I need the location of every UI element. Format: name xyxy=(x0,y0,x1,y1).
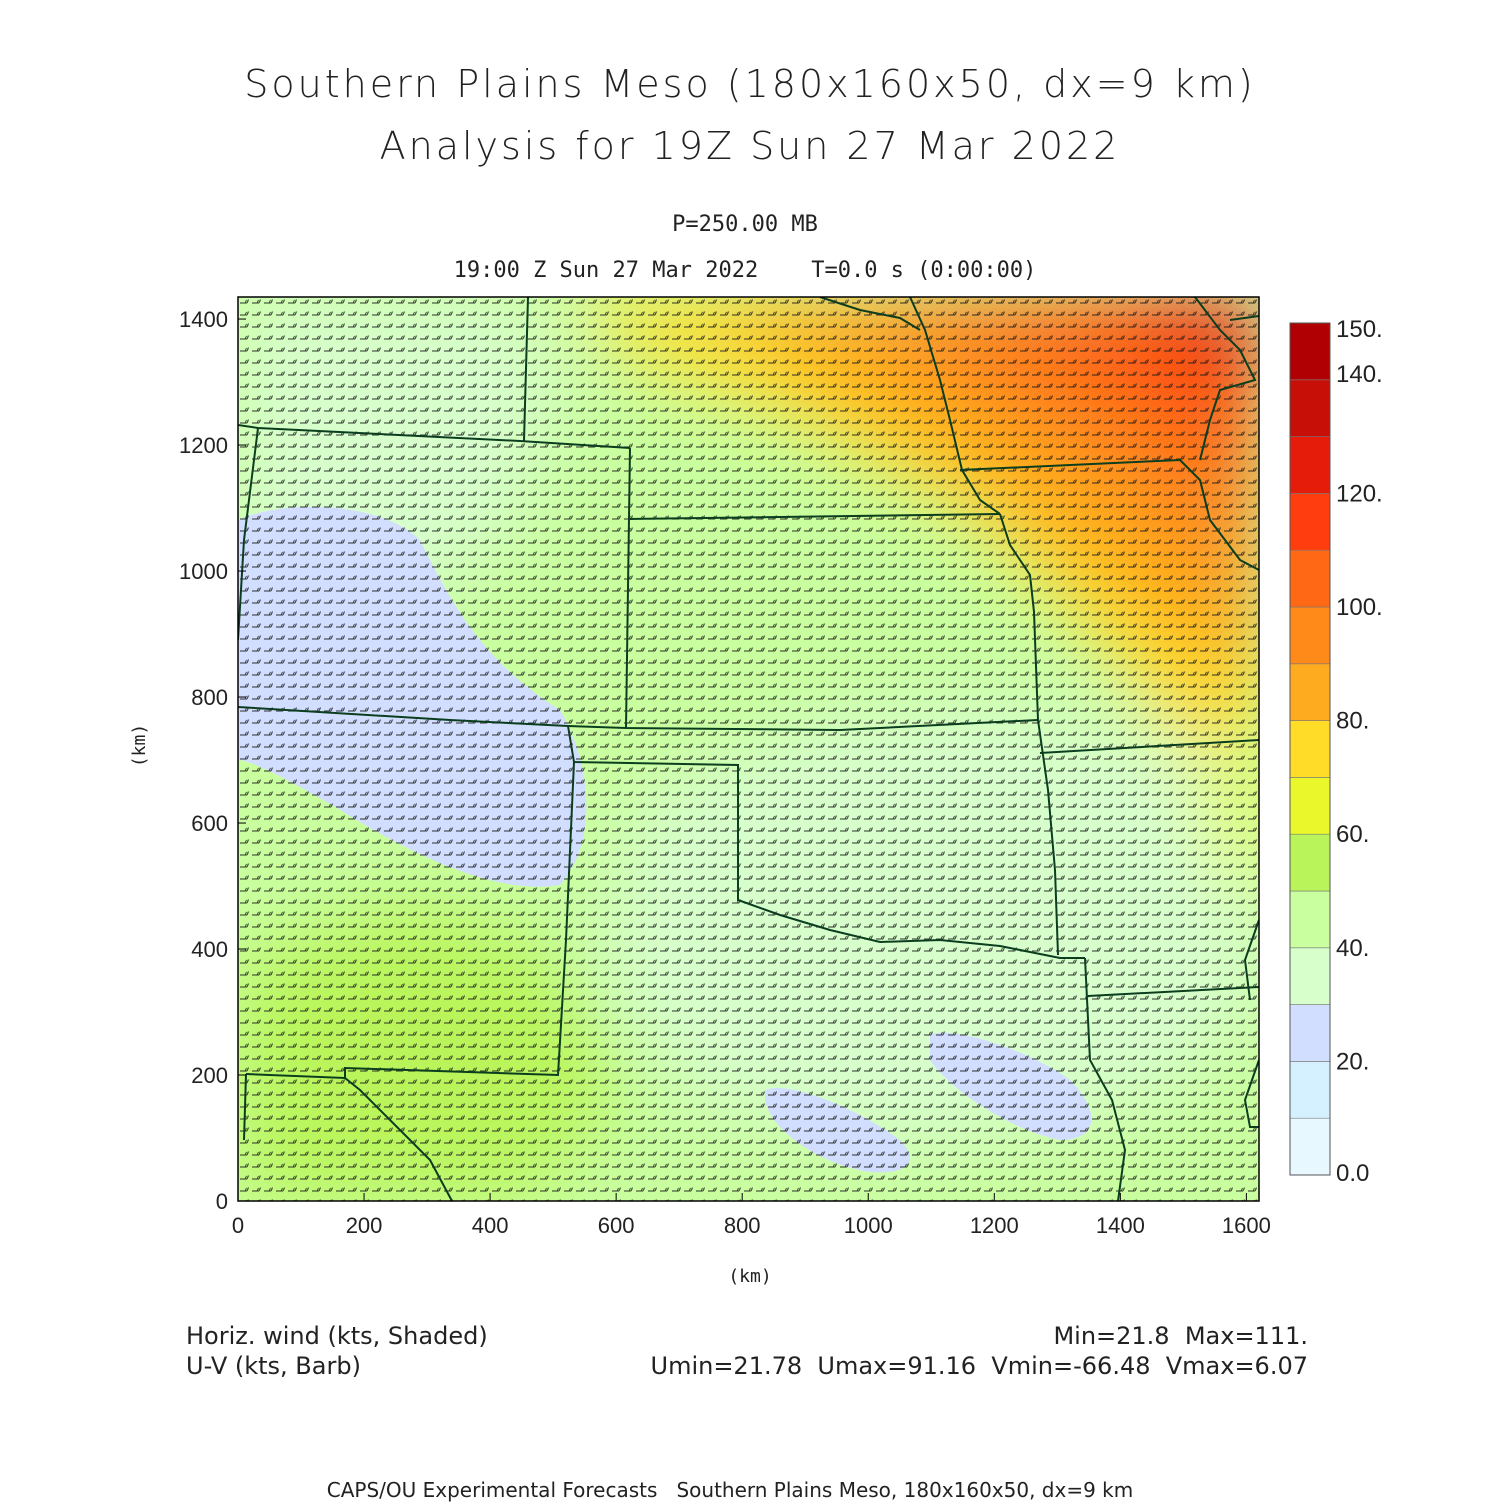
colorbar-swatch xyxy=(1289,379,1331,437)
colorbar-swatch xyxy=(1289,1117,1331,1176)
state-borders xyxy=(238,297,1259,1201)
colorbar-swatch xyxy=(1289,1004,1331,1062)
axis-ticks xyxy=(237,318,1247,1202)
y-tick-label: 1400 xyxy=(179,307,228,332)
barb-field-label: U-V (kts, Barb) xyxy=(186,1352,361,1380)
colorbar-swatch xyxy=(1289,947,1331,1005)
colorbar-label: 140. xyxy=(1336,361,1383,388)
x-tick-label: 1000 xyxy=(844,1213,893,1238)
x-tick-label: 200 xyxy=(346,1213,383,1238)
colorbar-swatch xyxy=(1289,606,1331,665)
x-axis-label: (km) xyxy=(728,1266,772,1287)
x-axis-tick-labels: 0 200 400 600 800 1000 1200 1400 1600 xyxy=(232,1213,1271,1238)
colorbar-label: 0.0 xyxy=(1336,1160,1369,1187)
colorbar xyxy=(1289,322,1331,1176)
colorbar-swatch xyxy=(1289,720,1331,778)
colorbar-swatch xyxy=(1289,322,1331,381)
shaded-field-label: Horiz. wind (kts, Shaded) xyxy=(186,1322,488,1350)
colorbar-frame xyxy=(1289,322,1331,1176)
y-tick-label: 0 xyxy=(216,1189,228,1214)
y-axis-label: (km) xyxy=(129,723,151,768)
y-tick-label: 200 xyxy=(191,1063,228,1088)
valid-time-label: 19:00 Z Sun 27 Mar 2022 T=0.0 s (0:00:00… xyxy=(453,258,1037,283)
plot-title-line-2: Analysis for 19Z Sun 27 Mar 2022 xyxy=(379,124,1121,168)
y-tick-label: 600 xyxy=(191,811,228,836)
colorbar-swatch xyxy=(1289,833,1331,892)
uv-min-max: Umin=21.78 Umax=91.16 Vmin=-66.48 Vmax=6… xyxy=(650,1352,1309,1380)
pressure-level-label: P=250.00 MB xyxy=(672,212,818,237)
plot-title-line-1: Southern Plains Meso (180x160x50, dx=9 k… xyxy=(244,62,1256,106)
x-tick-label: 1200 xyxy=(970,1213,1019,1238)
colorbar-swatch xyxy=(1289,663,1331,721)
colorbar-label: 60. xyxy=(1336,821,1369,848)
colorbar-label: 120. xyxy=(1336,480,1383,507)
speed-min-max: Min=21.8 Max=111. xyxy=(1053,1322,1308,1350)
x-tick-label: 800 xyxy=(724,1213,761,1238)
y-tick-label: 1200 xyxy=(179,433,228,458)
colorbar-swatch xyxy=(1289,890,1331,949)
footer-credit: CAPS/OU Experimental Forecasts Southern … xyxy=(326,1478,1134,1502)
y-tick-label: 1000 xyxy=(179,559,228,584)
colorbar-label: 100. xyxy=(1336,594,1383,621)
plot-frame xyxy=(237,296,1260,1202)
y-axis-tick-labels: 0 200 400 600 800 1000 1200 1400 xyxy=(179,307,228,1214)
colorbar-swatch xyxy=(1289,1061,1331,1119)
x-tick-label: 1600 xyxy=(1222,1213,1271,1238)
colorbar-label: 40. xyxy=(1336,935,1369,962)
x-tick-label: 400 xyxy=(472,1213,509,1238)
colorbar-swatch xyxy=(1289,777,1331,835)
x-tick-label: 0 xyxy=(232,1213,244,1238)
colorbar-swatch xyxy=(1289,436,1331,494)
colorbar-label: 20. xyxy=(1336,1048,1369,1075)
y-tick-label: 400 xyxy=(191,937,228,962)
colorbar-labels: 0.0 20. 40. 60. 80. 100. 120. 140. 150. xyxy=(1336,316,1383,1187)
y-tick-label: 800 xyxy=(191,685,228,710)
x-tick-label: 600 xyxy=(598,1213,635,1238)
colorbar-label: 150. xyxy=(1336,316,1383,343)
colorbar-label: 80. xyxy=(1336,708,1369,735)
x-tick-label: 1400 xyxy=(1096,1213,1145,1238)
colorbar-swatch xyxy=(1289,549,1331,608)
colorbar-swatch xyxy=(1289,493,1331,551)
